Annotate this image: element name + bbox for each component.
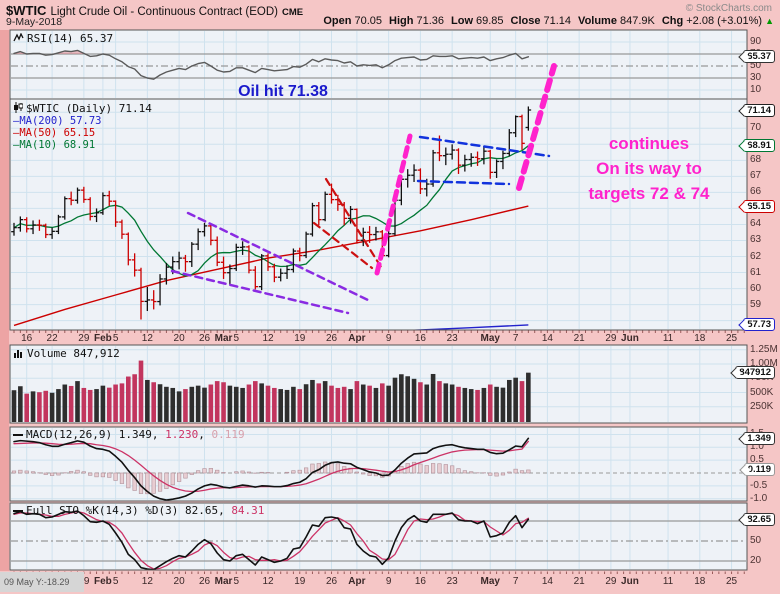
change-up-icon: ▲ xyxy=(765,16,774,26)
legend-value: 1.349, xyxy=(118,428,166,441)
exchange: CME xyxy=(282,7,304,18)
price-legend-text: $WTIC (Daily) 71.14 xyxy=(26,102,152,115)
annotation-blue-flag-lower xyxy=(416,179,511,186)
macd-legend-name: MACD(12,26,9) xyxy=(26,428,119,441)
volume-legend-text: Volume 847,912 xyxy=(27,347,120,360)
symbol: $WTIC xyxy=(6,3,47,18)
quote-value: 71.36 xyxy=(416,15,445,27)
macd-legend: MACD(12,26,9) 1.349, 1.230, 0.119 xyxy=(13,428,245,442)
legend-value: 84.31 xyxy=(231,504,265,517)
chart-date: 9-May-2018 xyxy=(6,16,63,28)
quote-value: 69.85 xyxy=(476,15,504,27)
legend-value: , xyxy=(198,428,212,441)
volume-legend: Volume 847,912 xyxy=(13,347,120,361)
ma-legend-row: —MA(200) 57.73 xyxy=(13,115,102,127)
macd-legend-values: 1.349, 1.230, 0.119 xyxy=(119,428,245,441)
macd-line-icon xyxy=(13,429,23,442)
annotation-purple-wedge-lower xyxy=(170,269,350,315)
sto-legend-values: 82.65, 84.31 xyxy=(185,504,264,517)
quote-value: 847.9K xyxy=(619,15,655,27)
quote-row: Open 70.05 High 71.36 Low 69.85 Close 71.14 Volu… xyxy=(316,15,774,27)
quote-label: Close xyxy=(510,15,541,27)
annotation-magenta-target-arrow xyxy=(516,63,557,191)
ma-legend-row: —MA(50) 65.15 xyxy=(13,127,96,139)
instrument-name: Light Crude Oil - Continuous Contract (E… xyxy=(50,6,278,18)
sto-legend-name: Full STO %K(14,3) %D(3) xyxy=(26,504,185,517)
annotation-magenta-breakout-line xyxy=(374,133,413,276)
annotation-line: On its way to xyxy=(596,159,702,178)
quote-label: Chg xyxy=(661,15,684,27)
quote-value: +2.08 (+3.01%) xyxy=(686,15,763,27)
left-margin-strip xyxy=(0,30,9,571)
annotation-line: continues xyxy=(608,134,690,153)
annotation-line: targets 72 & 74 xyxy=(588,184,710,203)
sto-legend: Full STO %K(14,3) %D(3) 82.65, 84.31 xyxy=(13,504,264,518)
quote-label: Volume xyxy=(578,15,617,27)
candlestick-icon xyxy=(13,102,24,116)
chart-header: $WTIC Light Crude Oil - Continuous Contra… xyxy=(6,2,303,20)
annotation-red-channel-lower xyxy=(312,221,374,270)
legend-value: 1.230 xyxy=(165,428,199,441)
ma-legend-row: —MA(10) 68.91 xyxy=(13,139,96,151)
quote-label: Low xyxy=(451,15,474,27)
quote-label: High xyxy=(389,15,414,27)
sto-line-icon xyxy=(13,505,23,518)
legend-value: 0.119 xyxy=(211,428,245,441)
legend-value: 82.65, xyxy=(184,504,232,517)
price-legend: $WTIC (Daily) 71.14 xyxy=(13,102,152,116)
volume-bars-icon xyxy=(13,348,24,361)
rsi-legend-text: RSI(14) 65.37 xyxy=(27,32,114,45)
quote-value: 70.05 xyxy=(354,15,383,27)
annotation-oil-hit: Oil hit 71.38 xyxy=(238,83,328,100)
quote-label: Open xyxy=(323,15,352,27)
annotation-purple-wedge-upper xyxy=(186,211,372,303)
annotation-red-channel-upper xyxy=(324,177,383,269)
copyright: © StockCharts.com xyxy=(685,3,772,14)
quote-value: 71.14 xyxy=(543,15,572,27)
rsi-legend: RSI(14) 65.37 xyxy=(13,32,113,46)
annotation-target-text: continues On its way to targets 72 & 74 xyxy=(589,131,710,206)
rsi-icon xyxy=(13,32,24,46)
footer-note: 09 May Y:-18.29 xyxy=(0,572,84,592)
